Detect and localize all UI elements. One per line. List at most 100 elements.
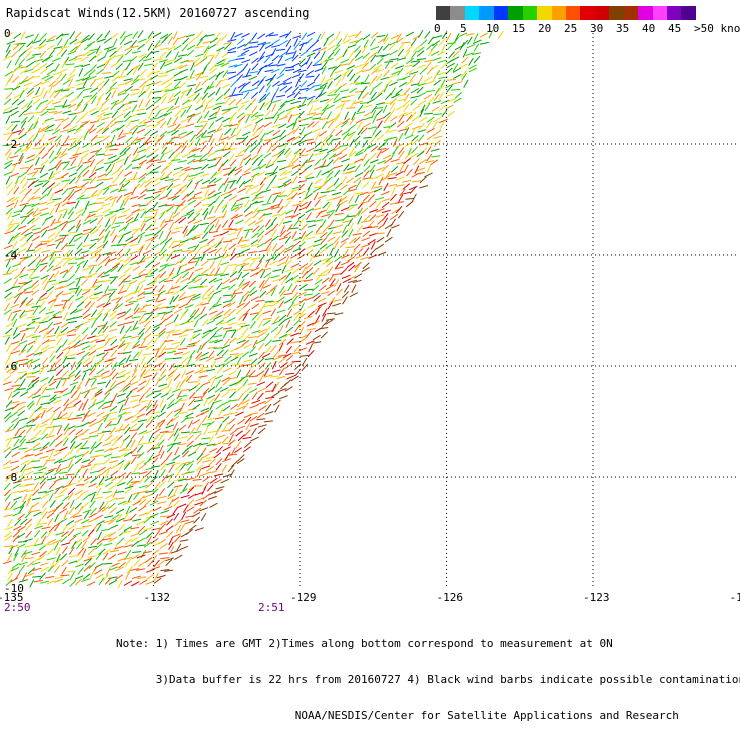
wind-barb <box>223 331 227 339</box>
note-line-3: NOAA/NESDIS/Center for Satellite Applica… <box>116 710 740 722</box>
wind-barb <box>140 69 146 76</box>
wind-barb <box>90 177 96 184</box>
wind-barb <box>154 434 160 441</box>
wind-barb <box>68 274 75 280</box>
wind-barb <box>82 372 86 380</box>
wind-barb <box>318 195 326 198</box>
wind-barb <box>160 558 169 559</box>
wind-barb <box>237 44 245 48</box>
wind-barb <box>347 167 355 170</box>
wind-barb <box>174 487 178 495</box>
wind-barb <box>40 208 49 211</box>
wind-barb <box>34 82 42 87</box>
wind-barb <box>40 51 46 58</box>
wind-barb <box>246 139 252 146</box>
wind-barb <box>236 386 243 392</box>
wind-barb <box>130 508 138 513</box>
wind-barb <box>111 135 115 143</box>
wind-barb <box>56 346 62 353</box>
wind-barb <box>68 266 74 273</box>
wind-barb <box>373 115 377 123</box>
wind-barb <box>64 511 68 519</box>
wind-barb <box>159 331 166 337</box>
wind-barb <box>42 358 48 365</box>
wind-barb <box>125 472 131 479</box>
wind-barb <box>251 174 255 182</box>
wind-barb <box>202 136 211 137</box>
wind-barb <box>63 210 67 218</box>
wind-barb <box>133 352 139 359</box>
wind-barb <box>87 582 95 586</box>
wind-barb <box>265 230 272 235</box>
wind-barb <box>126 440 131 447</box>
wind-barb <box>68 291 77 294</box>
wind-barb <box>71 158 76 165</box>
wind-barb <box>292 292 298 299</box>
wind-barb <box>285 373 294 374</box>
wind-barb <box>209 56 214 64</box>
wind-barb <box>152 567 161 570</box>
wind-barb <box>193 167 202 169</box>
wind-barb <box>179 335 188 337</box>
wind-barb <box>215 417 224 419</box>
colorbar-label: 45 <box>668 22 681 35</box>
wind-barb <box>95 203 104 204</box>
wind-barb <box>167 452 172 459</box>
wind-barb <box>52 58 60 61</box>
wind-barb <box>398 211 404 218</box>
wind-barb <box>157 161 166 163</box>
wind-barb <box>160 510 169 513</box>
wind-barb <box>252 106 257 113</box>
wind-barb <box>110 507 117 513</box>
wind-barb <box>46 201 54 204</box>
wind-barb <box>231 32 235 40</box>
wind-barb <box>222 84 230 88</box>
wind-barb <box>105 286 109 294</box>
wind-barb <box>388 137 397 139</box>
wind-barb <box>89 431 97 434</box>
colorbar-segment <box>638 6 652 20</box>
wind-barb <box>327 46 335 51</box>
wind-barb <box>141 356 145 364</box>
map-title: Rapidscat Winds(12.5KM) 20160727 ascendi… <box>6 6 309 20</box>
wind-barb <box>252 33 257 40</box>
wind-barb <box>11 121 20 122</box>
wind-barb <box>187 435 193 441</box>
wind-barb <box>40 301 45 308</box>
wind-barb <box>259 250 268 252</box>
wind-barb <box>13 241 18 249</box>
wind-barb <box>12 286 21 287</box>
wind-barb <box>335 70 344 73</box>
wind-barb <box>47 328 54 334</box>
wind-barb <box>335 313 344 315</box>
wind-barb <box>159 352 166 357</box>
wind-barb <box>433 58 442 61</box>
wind-barb <box>96 154 105 155</box>
wind-barb <box>5 231 14 234</box>
wind-barb <box>377 150 382 158</box>
wind-barb <box>314 149 323 151</box>
wind-barb <box>242 352 249 358</box>
colorbar-label: 10 <box>486 22 499 35</box>
wind-barb <box>69 173 77 177</box>
wind-barb <box>245 230 249 238</box>
wind-barb <box>32 148 41 149</box>
wind-barb <box>6 203 14 207</box>
wind-barb <box>358 216 362 224</box>
wind-barb <box>67 202 76 203</box>
wind-barb <box>18 411 25 417</box>
wind-barb <box>159 553 168 554</box>
wind-barb <box>244 92 250 99</box>
wind-barb <box>283 221 292 223</box>
wind-barb <box>371 146 378 152</box>
wind-barb <box>231 461 238 467</box>
wind-barb <box>88 265 97 266</box>
wind-barb <box>274 331 280 338</box>
wind-barb <box>68 340 76 345</box>
wind-barb <box>227 318 235 322</box>
wind-barb <box>94 376 103 377</box>
wind-barb <box>169 499 174 507</box>
wind-barb <box>265 117 274 119</box>
wind-barb <box>176 469 181 477</box>
wind-barb <box>158 412 166 417</box>
